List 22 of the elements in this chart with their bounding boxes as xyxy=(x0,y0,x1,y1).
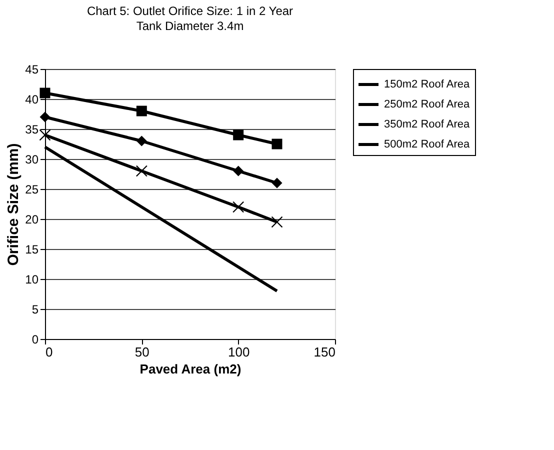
y-tick-label: 40 xyxy=(25,92,39,106)
x-axis-title: Paved Area (m2) xyxy=(140,362,242,376)
y-axis-title: Orifice Size (mm) xyxy=(5,143,22,266)
y-tick-label: 25 xyxy=(25,182,39,196)
y-tick-label: 20 xyxy=(25,212,39,226)
legend-label: 350m2 Roof Area xyxy=(384,118,470,130)
chart-subtitle: Tank Diameter 3.4m xyxy=(136,19,244,33)
x-tick-label: 150 xyxy=(314,344,336,360)
x-tick-label: 0 xyxy=(46,344,53,360)
x-tick-label: 100 xyxy=(228,344,250,360)
y-tick-label: 35 xyxy=(25,122,39,136)
legend-label: 250m2 Roof Area xyxy=(384,98,470,110)
legend-label: 150m2 Roof Area xyxy=(384,78,470,90)
y-tick-label: 15 xyxy=(25,242,39,256)
y-tick-label: 5 xyxy=(32,302,39,316)
y-tick-label: 30 xyxy=(25,152,39,166)
chart-title: Chart 5: Outlet Orifice Size: 1 in 2 Year xyxy=(86,4,294,18)
legend-label: 500m2 Roof Area xyxy=(384,138,470,150)
x-tick-label: 50 xyxy=(134,344,150,360)
y-tick-label: 0 xyxy=(32,332,39,346)
y-tick-label: 45 xyxy=(25,62,39,76)
y-tick-label: 10 xyxy=(25,272,39,286)
